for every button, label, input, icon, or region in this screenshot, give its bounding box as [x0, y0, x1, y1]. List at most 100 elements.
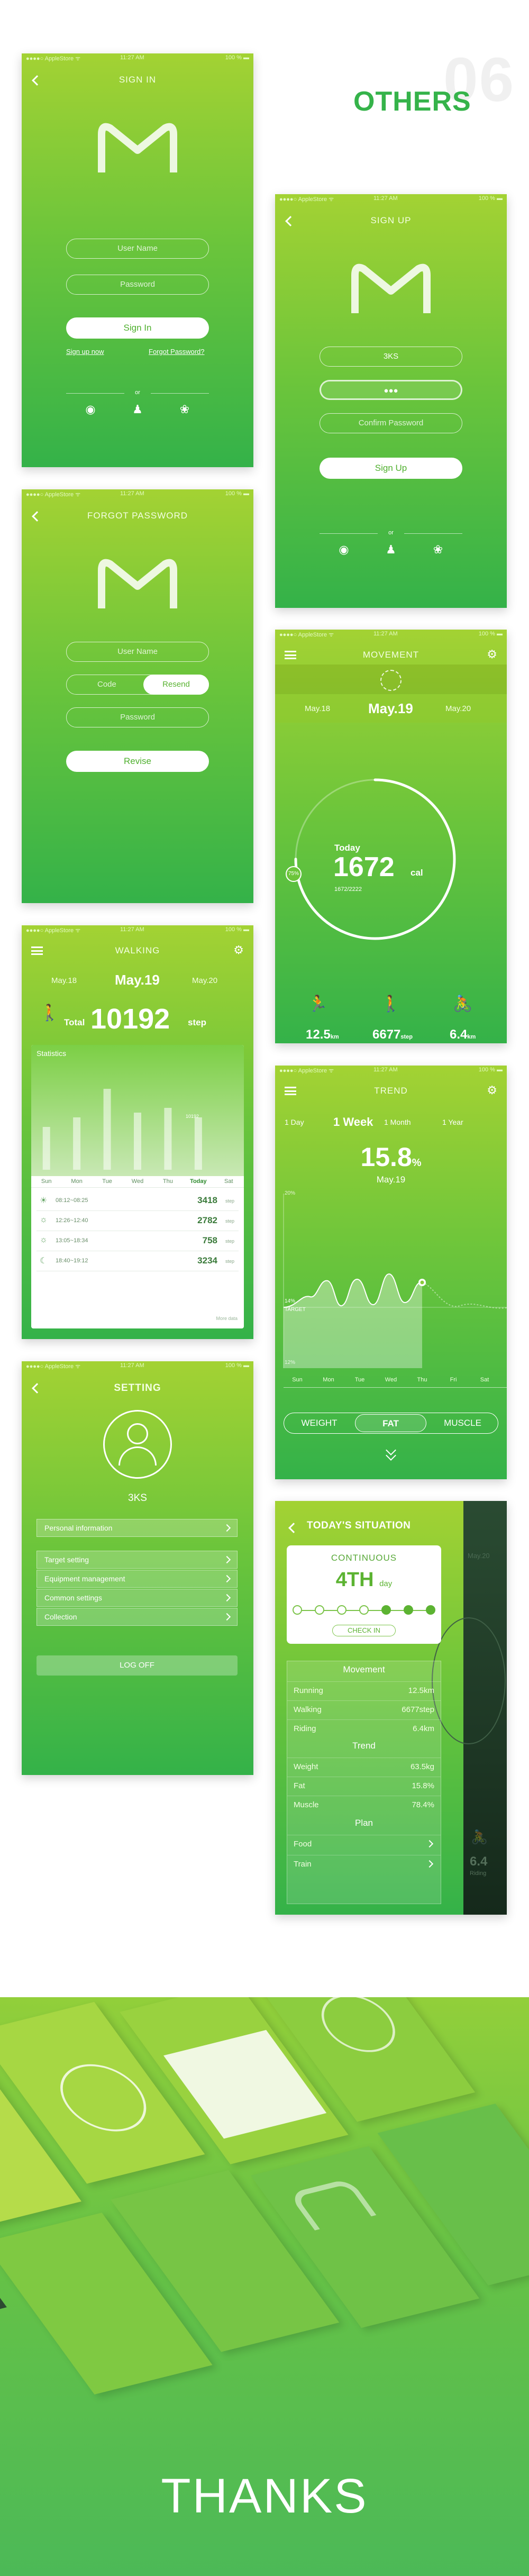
forgot-password-screen: ●●●●○ AppleStore ᯤ 11:27 AM 100 % ▬ FORG… — [22, 489, 253, 903]
page-title: WALKING — [115, 945, 160, 955]
period-tab[interactable]: 1 Year — [442, 1118, 463, 1126]
card-label: CONTINUOUS — [331, 1553, 397, 1563]
day-label: Wed — [131, 1178, 144, 1185]
metric-tabs — [284, 1413, 498, 1434]
date-prev[interactable]: May.18 — [305, 704, 331, 713]
target-label: TARGET — [285, 1307, 306, 1313]
side-value: 6.4 — [470, 1854, 488, 1869]
signup-link[interactable]: Sign up now — [66, 348, 104, 356]
period-tab[interactable]: 1 Week — [333, 1115, 373, 1128]
day-label: Thu — [417, 1377, 427, 1383]
logoff-button[interactable]: LOG OFF — [37, 1655, 238, 1676]
day-label: Sun — [41, 1178, 52, 1185]
row-value: 758 — [202, 1235, 217, 1245]
username-field[interactable]: User Name — [66, 239, 209, 259]
fat-trend-chart — [283, 1194, 507, 1368]
gear-icon[interactable]: ⚙ — [233, 943, 244, 957]
y-mid-label: 14% — [285, 1298, 296, 1304]
streak-dot — [426, 1605, 435, 1615]
plan-row[interactable]: Food — [287, 1835, 441, 1853]
tab-muscle[interactable]: MUSCLE — [444, 1418, 481, 1428]
day-label: Fri — [450, 1377, 457, 1383]
weibo-icon[interactable]: ◉ — [339, 543, 349, 556]
riding-value: 6.4km — [450, 1027, 476, 1042]
page-title: MOVEMENT — [362, 650, 419, 660]
summary-box: Movement Trend Plan Running 12.5km Walking… — [287, 1661, 441, 1904]
tab-fat[interactable]: FAT — [355, 1414, 426, 1432]
menu-icon[interactable] — [285, 1087, 296, 1095]
qq-icon[interactable]: ♟ — [386, 543, 396, 556]
movement-row-label: Walking — [294, 1705, 322, 1714]
checkin-button[interactable]: CHECK IN — [332, 1625, 396, 1636]
app-logo-icon — [98, 559, 177, 608]
page-title: TODAY'S SITUATION — [307, 1520, 411, 1531]
divider — [151, 393, 209, 394]
forgot-password-link[interactable]: Forgot Password? — [149, 348, 205, 356]
password-field[interactable]: ●●● — [320, 380, 462, 400]
row-time: 18:40~19:12 — [56, 1258, 88, 1264]
date-next[interactable]: May.20 — [445, 704, 471, 713]
menu-icon[interactable] — [285, 651, 296, 659]
running-unit: km — [330, 1034, 339, 1040]
setting-row[interactable]: Equipment management — [37, 1570, 238, 1588]
date-bar — [275, 694, 507, 723]
chevron-right-icon — [223, 1574, 231, 1583]
movement-row: Riding 6.4km — [287, 1719, 441, 1737]
confirm-password-field[interactable]: Confirm Password — [320, 413, 462, 433]
date-next[interactable]: May.20 — [192, 976, 218, 985]
wechat-icon[interactable]: ❀ — [179, 403, 190, 416]
password-field[interactable]: Password — [66, 275, 209, 295]
resend-button[interactable]: Resend — [143, 675, 209, 695]
side-peek: May.20 🚴 6.4 Riding — [432, 1501, 507, 1915]
chevron-right-icon — [223, 1594, 231, 1602]
period-tab[interactable]: 1 Day — [285, 1118, 304, 1126]
day-label: Sat — [480, 1377, 489, 1383]
plan-row[interactable]: Train — [287, 1855, 441, 1873]
gear-icon[interactable]: ⚙ — [487, 648, 497, 661]
signup-button[interactable]: Sign Up — [320, 458, 462, 479]
weibo-icon[interactable]: ◉ — [85, 403, 96, 416]
riding-icon: 🚴 — [453, 995, 473, 1013]
setting-row[interactable]: Target setting — [37, 1551, 238, 1569]
signin-button[interactable]: Sign In — [66, 317, 209, 339]
revise-button[interactable]: Revise — [66, 751, 209, 772]
more-data-link[interactable]: More data — [216, 1316, 238, 1321]
trend-row-label: Muscle — [294, 1800, 319, 1809]
sun-logo-icon — [380, 670, 402, 691]
period-tab[interactable]: 1 Month — [384, 1118, 411, 1126]
avatar[interactable] — [103, 1410, 172, 1479]
date-prev[interactable]: May.18 — [51, 976, 77, 985]
today-value: 1672 — [333, 852, 395, 882]
menu-icon[interactable] — [31, 946, 43, 955]
today-label: Today — [334, 843, 360, 853]
movement-row: Running 12.5km — [287, 1681, 441, 1699]
situation-screen: May.20 🚴 6.4 Riding TODAY'S SITUATION CO… — [275, 1501, 507, 1915]
signin-screen: ●●●●○ AppleStore ᯤ 11:27 AM 100 % ▬ SIGN… — [22, 53, 253, 467]
statistics-panel: Statistics 10192 Sun Mon Tue Wed Thu Today Sat… — [31, 1045, 244, 1328]
setting-row[interactable]: Common settings — [37, 1589, 238, 1607]
wechat-icon[interactable]: ❀ — [433, 543, 443, 556]
status-bar: ●●●●○ AppleStore ᯤ 11:27 AM 100 % ▬ — [279, 631, 503, 638]
trend-row: Fat 15.8% — [287, 1777, 441, 1795]
table-row: ☼ 13:05~18:34 758 step — [37, 1231, 239, 1251]
user-icon-body — [118, 1446, 157, 1466]
bar-sun — [42, 1127, 50, 1170]
qq-icon[interactable]: ♟ — [132, 403, 143, 416]
day-label: Tue — [354, 1377, 365, 1383]
total-label: Total — [64, 1017, 85, 1027]
password-field[interactable]: Password — [66, 707, 209, 727]
username-field[interactable]: User Name — [66, 642, 209, 662]
or-label: or — [388, 530, 394, 536]
trend-row: Muscle 78.4% — [287, 1796, 441, 1814]
username-field[interactable]: 3KS — [320, 347, 462, 367]
walking-unit: step — [400, 1034, 413, 1040]
status-bar: ●●●●○ AppleStore ᯤ 11:27 AM 100 % ▬ — [279, 1067, 503, 1074]
running-value: 12.5km — [306, 1027, 339, 1042]
date-current: May.19 — [368, 700, 413, 716]
gear-icon[interactable]: ⚙ — [487, 1084, 497, 1097]
day-axis-line — [284, 1387, 507, 1388]
tab-weight[interactable]: WEIGHT — [301, 1418, 338, 1428]
row-value: 2782 — [197, 1215, 217, 1225]
setting-row[interactable]: Collection — [37, 1608, 238, 1626]
setting-row[interactable]: Personal information — [37, 1519, 238, 1537]
